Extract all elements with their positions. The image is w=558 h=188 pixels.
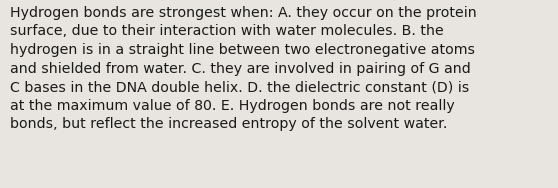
Text: Hydrogen bonds are strongest when: A. they occur on the protein
surface, due to : Hydrogen bonds are strongest when: A. th… [10,6,477,131]
